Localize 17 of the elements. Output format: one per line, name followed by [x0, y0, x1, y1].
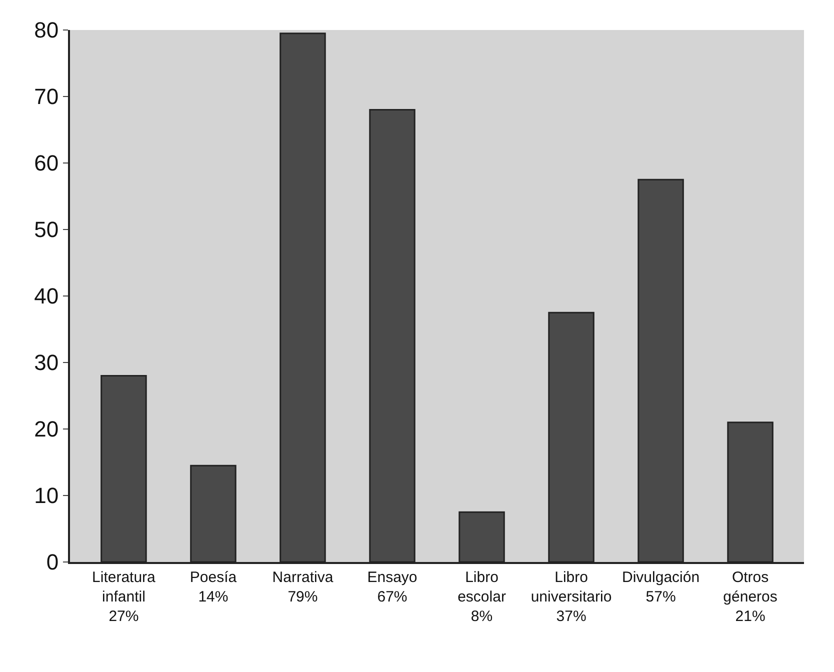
- x-tick-label: Narrativa 79%: [272, 569, 334, 606]
- y-tick-label: 70: [34, 84, 59, 110]
- x-tick-label: Libro escolar 8%: [458, 569, 506, 625]
- y-tick-label: 80: [34, 18, 59, 43]
- x-tick-label: Libro universitario 37%: [530, 569, 612, 625]
- y-tick-label: 30: [34, 350, 59, 376]
- y-tick-label: 20: [34, 416, 59, 442]
- y-tick-label: 50: [34, 217, 59, 242]
- x-tick-label: Divulgación 57%: [622, 569, 700, 606]
- y-tick-label: 40: [34, 284, 59, 309]
- x-tick-label: Poesía 14%: [190, 569, 238, 606]
- y-tick-label: 0: [46, 550, 59, 575]
- x-tick-label: Literatura infantil 27%: [92, 569, 156, 625]
- x-tick-label: Otros géneros 21%: [723, 569, 778, 625]
- y-tick-label: 60: [34, 150, 59, 176]
- y-tick-label: 10: [34, 483, 59, 508]
- x-tick-label: Ensayo 67%: [367, 569, 418, 606]
